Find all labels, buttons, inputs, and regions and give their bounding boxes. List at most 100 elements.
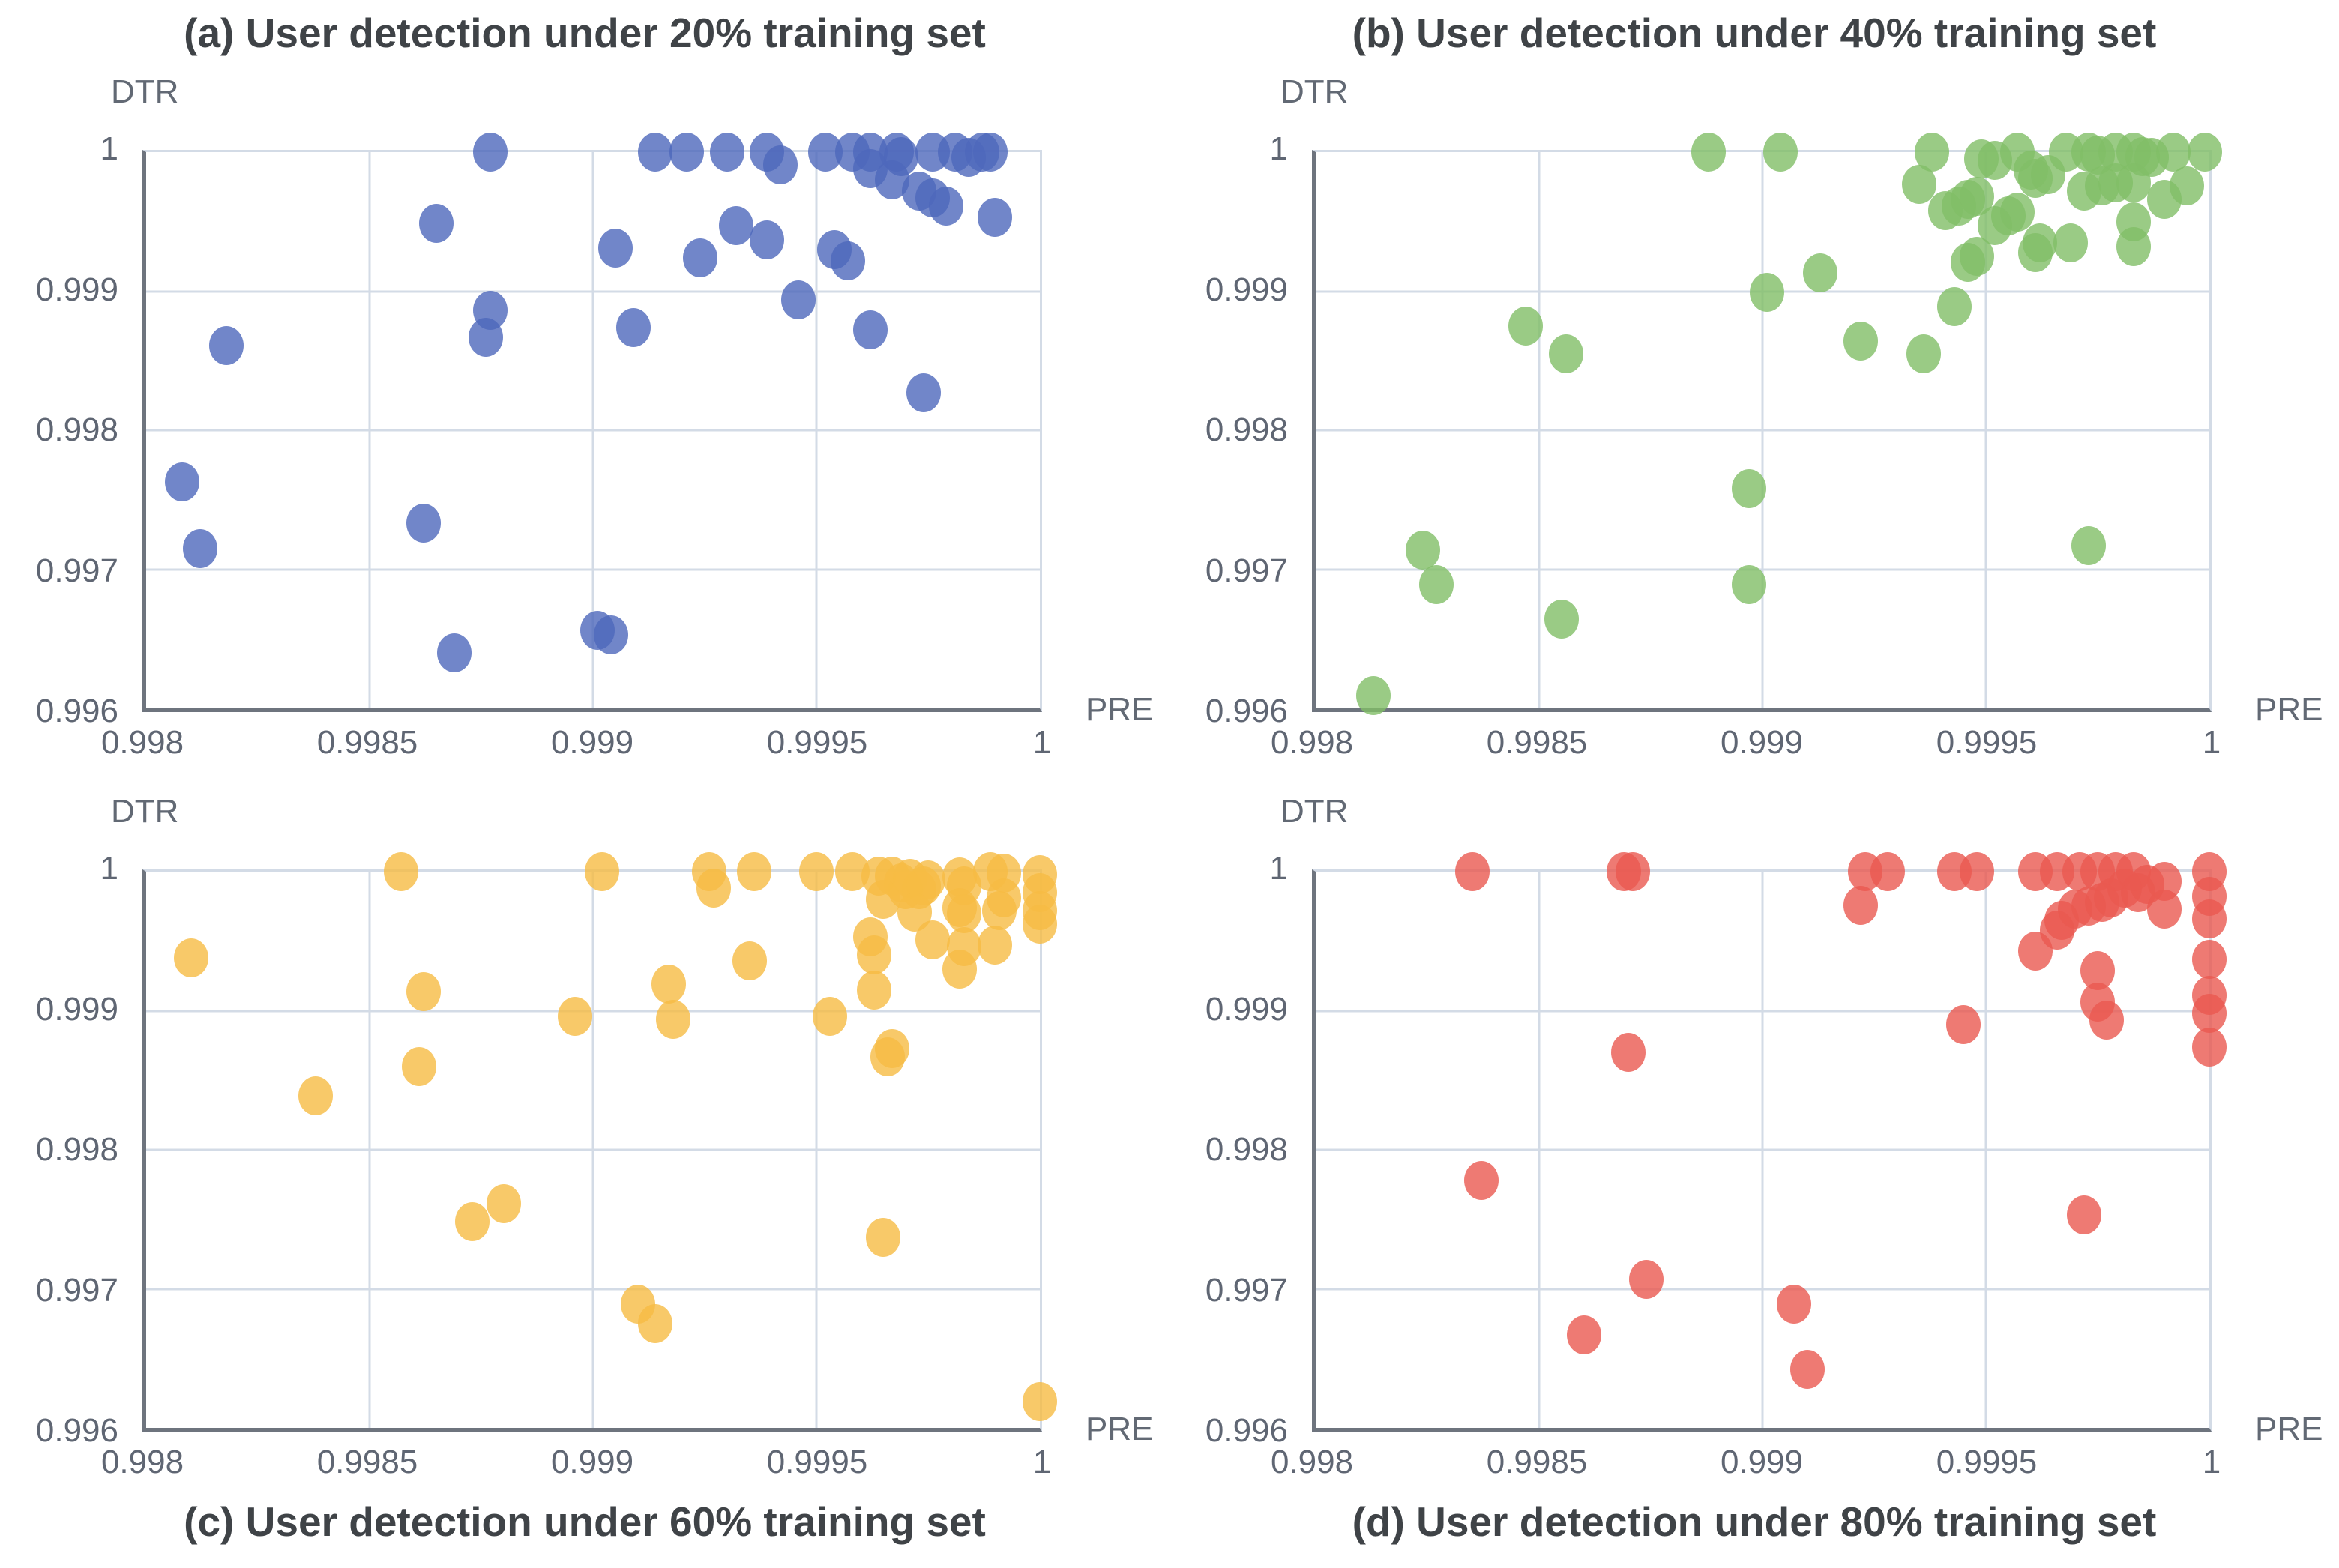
- data-point: [1803, 253, 1838, 293]
- gridline-horizontal: [1316, 1288, 2209, 1290]
- data-point: [1566, 1315, 1601, 1354]
- data-point: [597, 228, 633, 268]
- data-point: [870, 1037, 906, 1076]
- panel-d: (d) User detection under 80% training se…: [1170, 784, 2339, 1568]
- y-tick-label: 0.996: [35, 693, 118, 729]
- y-tick-label: 0.996: [1205, 693, 1288, 729]
- x-tick-label: 0.9985: [1486, 1444, 1588, 1480]
- data-point: [486, 1184, 521, 1224]
- data-point: [1870, 852, 1905, 891]
- data-point: [1732, 468, 1767, 508]
- data-point: [1611, 1033, 1646, 1073]
- data-point: [1946, 1005, 1981, 1045]
- x-axis-label-pre: PRE: [1086, 1411, 1154, 1447]
- y-axis-label-dtr: DTR: [1280, 73, 1349, 110]
- data-point: [593, 615, 628, 654]
- data-point: [946, 893, 981, 933]
- data-point: [383, 852, 418, 891]
- panel-c-title: (c) User detection under 60% training se…: [184, 1498, 986, 1545]
- data-point: [2031, 154, 2066, 194]
- y-tick-label: 0.996: [1205, 1412, 1288, 1449]
- data-point: [2192, 994, 2227, 1034]
- data-point: [298, 1076, 334, 1115]
- data-point: [669, 133, 705, 172]
- x-tick-label: 0.9995: [766, 724, 868, 761]
- y-tick-label: 0.997: [35, 1271, 118, 1309]
- x-tick-label: 0.999: [1720, 1444, 1804, 1480]
- data-point: [1843, 322, 1879, 361]
- y-tick-label: 0.999: [35, 271, 118, 308]
- data-point: [2067, 1195, 2102, 1235]
- data-point: [406, 504, 441, 543]
- y-axis-label-dtr: DTR: [1280, 793, 1349, 830]
- plot-area-d: [1312, 852, 2227, 1432]
- x-axis-label-pre: PRE: [2255, 691, 2323, 728]
- x-tick-label: 0.999: [550, 1444, 634, 1480]
- data-point: [615, 307, 651, 347]
- data-point: [1977, 141, 2012, 181]
- data-point: [736, 852, 771, 891]
- data-point: [906, 373, 942, 412]
- x-tick-label: 0.9985: [1486, 724, 1588, 761]
- data-point: [1508, 306, 1544, 346]
- data-point: [1463, 1160, 1499, 1200]
- data-point: [1023, 1381, 1057, 1421]
- gridline-vertical: [1984, 152, 1987, 708]
- data-point: [401, 1046, 436, 1086]
- data-point: [638, 1303, 673, 1343]
- data-point: [718, 206, 753, 246]
- x-tick-label: 0.9985: [316, 724, 418, 761]
- data-point: [2089, 1001, 2124, 1040]
- data-point: [472, 133, 508, 172]
- x-tick-label: 0.999: [550, 724, 634, 761]
- data-point: [164, 462, 199, 501]
- data-point: [1951, 242, 1986, 282]
- data-point: [915, 920, 950, 959]
- data-point: [799, 852, 834, 891]
- gridline-vertical: [1984, 872, 1987, 1428]
- data-point: [1548, 334, 1583, 373]
- y-tick-label: 0.996: [35, 1412, 118, 1449]
- data-point: [2017, 232, 2053, 272]
- data-point: [656, 999, 691, 1039]
- y-tick-label: 1: [1269, 850, 1288, 887]
- data-point: [982, 890, 1017, 930]
- data-point: [437, 633, 472, 672]
- data-point: [209, 325, 244, 365]
- x-tick-label: 0.9995: [1936, 724, 2038, 761]
- panel-a: (a) User detection under 20% training se…: [0, 0, 1170, 784]
- gridline-horizontal: [146, 1288, 1040, 1290]
- data-point: [638, 133, 673, 172]
- y-tick-label: 1: [1269, 130, 1288, 167]
- data-point: [696, 869, 731, 908]
- gridline-horizontal: [146, 568, 1040, 570]
- gridline-horizontal: [146, 1148, 1040, 1151]
- data-point: [951, 138, 986, 178]
- data-point: [2147, 890, 2182, 929]
- data-point: [558, 996, 593, 1036]
- gridline-vertical: [815, 872, 818, 1428]
- data-point: [2192, 939, 2227, 979]
- y-tick-label: 1: [100, 130, 118, 167]
- data-point: [709, 133, 744, 172]
- data-point: [732, 941, 767, 980]
- data-point: [866, 1217, 901, 1257]
- y-axis-label-dtr: DTR: [111, 793, 179, 830]
- data-point: [928, 187, 963, 226]
- panel-d-title: (d) User detection under 80% training se…: [1352, 1498, 2157, 1545]
- plot-area-a: [142, 133, 1042, 712]
- y-tick-label: 0.999: [1205, 990, 1288, 1028]
- gridline-horizontal: [1316, 568, 2209, 570]
- data-point: [419, 203, 454, 243]
- data-point: [2188, 133, 2223, 172]
- data-point: [2192, 899, 2227, 939]
- data-point: [406, 971, 441, 1011]
- x-tick-label: 0.998: [1270, 724, 1354, 761]
- data-point: [2116, 163, 2151, 202]
- data-point: [173, 938, 208, 977]
- data-point: [468, 317, 503, 357]
- data-point: [763, 145, 798, 184]
- x-tick-label: 0.9995: [766, 1444, 868, 1480]
- data-point: [781, 280, 816, 319]
